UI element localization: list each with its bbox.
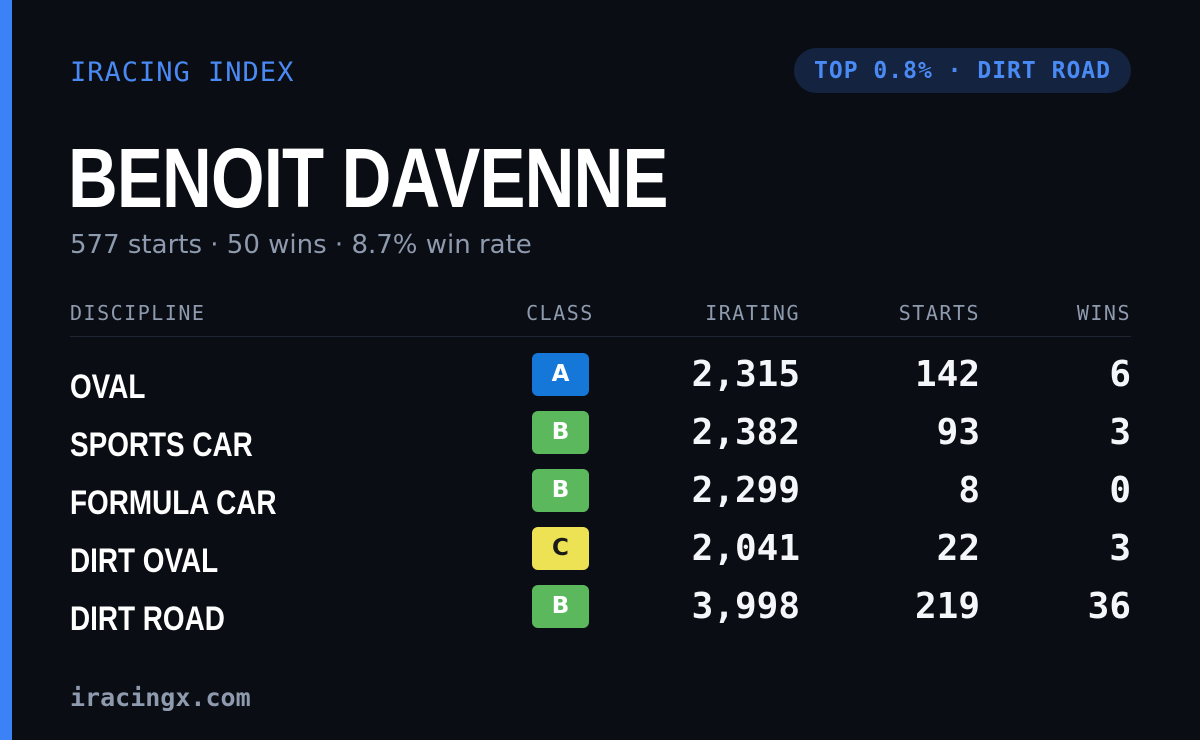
class-badge: B [532, 585, 589, 628]
table-row: FORMULA CAR B 2,299 8 0 [70, 469, 1131, 527]
table-body: OVAL A 2,315 142 6 SPORTS CAR B 2,382 93… [70, 337, 1131, 643]
table-row: SPORTS CAR B 2,382 93 3 [70, 411, 1131, 469]
starts-value: 22 [936, 528, 980, 569]
wins-value: 36 [1087, 586, 1131, 627]
discipline-name: DIRT OVAL [70, 542, 219, 580]
discipline-table: DISCIPLINE CLASS IRATING STARTS WINS OVA… [70, 296, 1131, 643]
accent-bar [0, 0, 12, 740]
class-badge: C [532, 527, 589, 570]
table-header: DISCIPLINE CLASS IRATING STARTS WINS [70, 296, 1131, 337]
rank-badge: TOP 0.8% · DIRT ROAD [794, 48, 1131, 93]
irating-value: 2,315 [691, 354, 800, 395]
driver-summary: 577 starts · 50 wins · 8.7% win rate [70, 230, 532, 260]
driver-name: BENOIT DAVENNE [68, 131, 668, 225]
wins-value: 0 [1109, 470, 1131, 511]
table-row: OVAL A 2,315 142 6 [70, 353, 1131, 411]
brand-title: IRACING INDEX [70, 57, 295, 88]
column-header-starts: STARTS [898, 301, 980, 325]
irating-value: 3,998 [691, 586, 800, 627]
starts-value: 219 [914, 586, 980, 627]
starts-value: 8 [958, 470, 980, 511]
discipline-name: FORMULA CAR [70, 484, 277, 522]
irating-value: 2,299 [691, 470, 800, 511]
wins-value: 6 [1109, 354, 1131, 395]
table-row: DIRT OVAL C 2,041 22 3 [70, 527, 1131, 585]
irating-value: 2,382 [691, 412, 800, 453]
discipline-name: DIRT ROAD [70, 600, 225, 638]
class-badge: B [532, 469, 589, 512]
irating-value: 2,041 [691, 528, 800, 569]
wins-value: 3 [1109, 528, 1131, 569]
column-header-irating: IRATING [705, 301, 800, 325]
class-badge: B [532, 411, 589, 454]
column-header-class: CLASS [526, 301, 594, 325]
starts-value: 142 [914, 354, 980, 395]
class-badge: A [532, 353, 589, 396]
column-header-discipline: DISCIPLINE [70, 301, 206, 325]
table-row: DIRT ROAD B 3,998 219 36 [70, 585, 1131, 643]
starts-value: 93 [936, 412, 980, 453]
discipline-name: OVAL [70, 368, 146, 406]
wins-value: 3 [1109, 412, 1131, 453]
column-header-wins: WINS [1076, 301, 1131, 325]
discipline-name: SPORTS CAR [70, 426, 253, 464]
site-link[interactable]: iracingx.com [70, 683, 251, 712]
